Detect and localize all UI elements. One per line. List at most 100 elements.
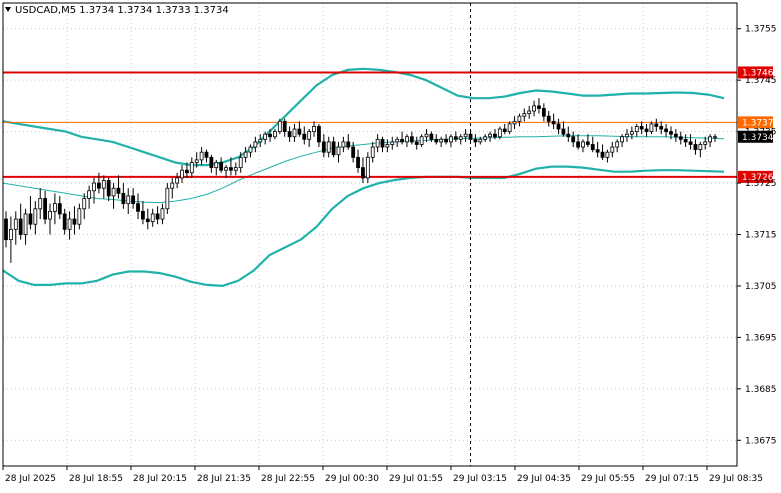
candle <box>57 195 62 220</box>
candle <box>141 201 145 225</box>
candle <box>199 147 204 166</box>
candle <box>326 136 331 158</box>
candle <box>331 136 336 158</box>
candle <box>605 149 610 163</box>
candle-body-bull <box>175 177 180 184</box>
candle <box>400 131 404 145</box>
candle <box>537 98 541 114</box>
candle <box>522 108 527 122</box>
candle <box>18 203 23 240</box>
candle-body-bull <box>214 162 219 169</box>
candle-body-bear <box>659 126 664 130</box>
candle <box>512 116 517 130</box>
candle-body-bear <box>590 144 595 151</box>
candle-body-bear <box>453 136 458 140</box>
candle-body-bull <box>532 105 536 112</box>
candle <box>390 136 395 150</box>
candle <box>659 121 664 135</box>
y-tick-label: 1.3725 <box>745 179 777 189</box>
candle <box>634 123 639 137</box>
candle-body-bull <box>629 131 634 135</box>
candle <box>644 123 649 137</box>
candle-body-bull <box>713 136 717 139</box>
candle <box>180 165 184 184</box>
candle <box>713 134 717 142</box>
candle <box>507 121 512 135</box>
candle-body-bull <box>170 182 175 189</box>
candle-body-bull <box>77 208 82 225</box>
candle-body-bull <box>512 120 517 125</box>
candle <box>204 149 209 163</box>
y-tick-label: 1.3735 <box>745 128 777 138</box>
candle-body-bull <box>194 159 199 163</box>
x-tick-label: 28 Jul 20:15 <box>133 474 187 484</box>
candle-body-bull <box>605 151 610 158</box>
candle-body-bull <box>610 146 615 153</box>
candle-body-bull <box>405 136 409 143</box>
candle-body-bear <box>664 128 669 133</box>
candle <box>502 123 507 135</box>
candle-body-bull <box>189 162 194 174</box>
candle <box>219 157 224 173</box>
candle-body-bull <box>478 138 483 143</box>
candle <box>282 118 287 137</box>
candle <box>23 208 28 245</box>
candle-body-bull <box>277 120 282 133</box>
candle <box>571 131 576 148</box>
candle <box>52 193 57 225</box>
candle-body-bear <box>219 162 224 171</box>
candle <box>38 188 43 220</box>
candle-body-bear <box>116 187 121 194</box>
candle-body-bull <box>13 218 18 230</box>
chart-menu-triangle-icon[interactable] <box>5 7 11 12</box>
candle <box>517 113 522 127</box>
candle-body-bear <box>155 213 160 220</box>
candle-body-bear <box>346 141 351 148</box>
candle <box>131 188 136 209</box>
candle <box>370 141 375 163</box>
candle-body-bear <box>268 133 272 138</box>
candle <box>302 126 307 145</box>
candle <box>664 123 669 137</box>
candle <box>175 172 180 189</box>
candle <box>600 144 605 160</box>
candle-body-bear <box>585 141 590 145</box>
candle <box>380 136 385 153</box>
candle-body-bear <box>57 203 62 215</box>
candle <box>576 134 580 150</box>
candle-body-bull <box>160 208 165 220</box>
y-tick-label: 1.3675 <box>745 436 777 446</box>
candle <box>620 134 624 148</box>
x-tick-label: 29 Jul 00:30 <box>325 474 379 484</box>
x-tick-label: 29 Jul 05:55 <box>581 474 635 484</box>
candle <box>121 183 126 209</box>
candle <box>150 208 155 227</box>
candle <box>683 134 688 148</box>
candle-body-bull <box>483 136 488 140</box>
candle <box>8 216 13 263</box>
candle-body-bull <box>23 213 28 235</box>
candle-body-bull <box>126 195 131 205</box>
candle <box>449 134 453 148</box>
candle-body-bull <box>581 141 585 148</box>
candle-body-bear <box>644 128 649 133</box>
candle <box>307 129 312 148</box>
x-tick-label: 28 Jul 2025 <box>5 474 56 484</box>
candle-body-bear <box>331 141 336 156</box>
candle-body-bear <box>136 203 140 212</box>
horizontal-levels[interactable]: 1.3746 1.3737 1.3726 1.3734 <box>3 66 774 183</box>
candle-body-bear <box>673 133 678 138</box>
candle-body-bear <box>502 128 507 133</box>
candle-body-bull <box>507 123 512 133</box>
candle-body-bull <box>390 141 395 145</box>
candle-body-bear <box>297 128 302 135</box>
candle-body-bull <box>233 167 238 171</box>
candle <box>488 131 492 142</box>
y-tick-label: 1.3705 <box>745 282 777 292</box>
candle <box>473 134 478 148</box>
candle <box>639 121 644 135</box>
candle-body-bear <box>414 141 419 145</box>
candle <box>678 131 683 145</box>
